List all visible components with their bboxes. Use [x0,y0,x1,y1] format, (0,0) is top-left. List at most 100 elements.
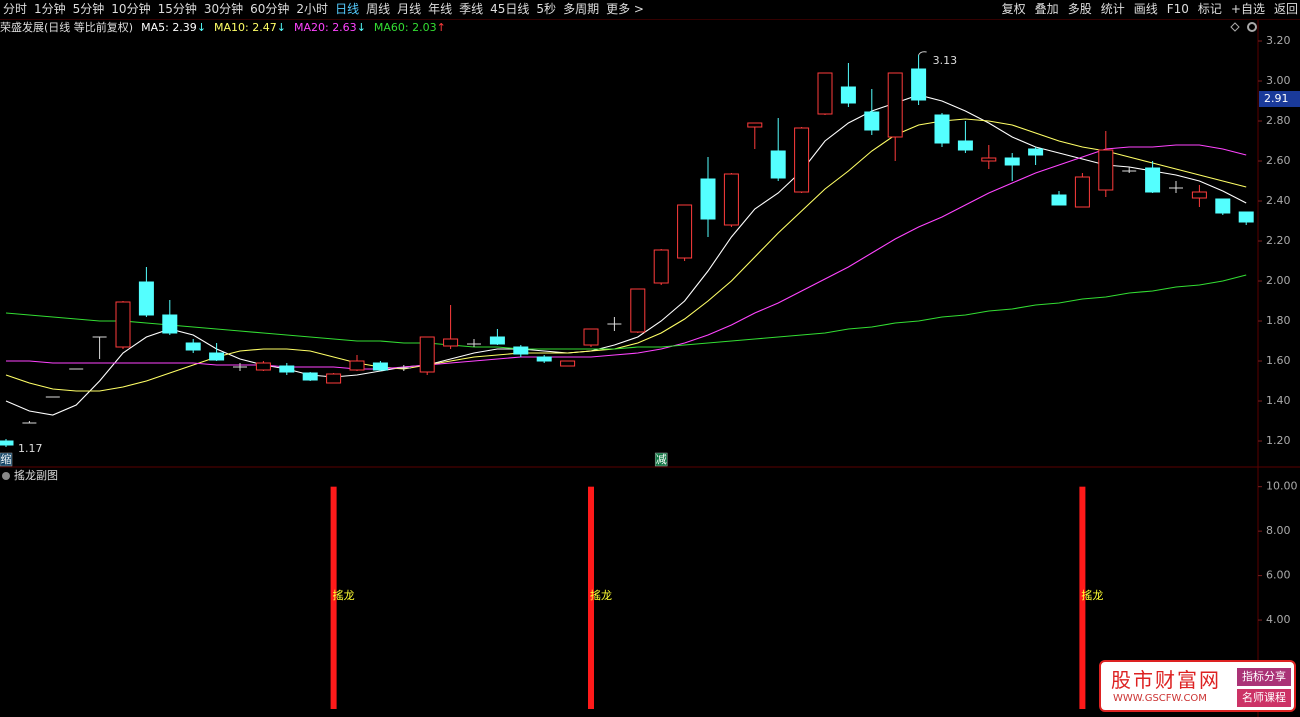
candle-body [864,111,880,131]
period-tab[interactable]: 多周期 [563,2,600,16]
gear-icon[interactable] [1247,22,1257,32]
tool-button[interactable]: +自选 [1230,2,1265,16]
signal-bar [330,486,337,709]
ma-value: 2.63 [325,21,357,34]
candle-body [326,373,342,384]
collapse-icon[interactable] [2,472,10,480]
candle-body [1215,198,1231,214]
candle-body [255,362,271,371]
wm-tag: 名师课程 [1237,689,1291,707]
candle-body [700,178,716,220]
ma-line [5,94,1247,416]
y-tick-label: 1.20 [1266,434,1291,447]
candle-body [723,173,739,226]
tool-button[interactable]: F10 [1166,2,1189,16]
candle-body [1098,149,1114,191]
candle-body [1028,148,1044,156]
wm-url: WWW.GSCFW.COM [1113,693,1207,704]
marker-text: 缩 [1,453,12,466]
candle-body [0,440,14,446]
period-tabs: 分时 1分钟 5分钟 10分钟 15分钟 30分钟 60分钟 2小时 日线 周线 月线 年线 季线 45日… [3,0,644,19]
candle-body [1145,167,1161,193]
ma-legend: MA602.03↑ [374,20,446,36]
tool-button[interactable]: 复权 [1001,2,1026,16]
candle-body [560,360,576,367]
tool-button[interactable]: 标记 [1197,2,1222,16]
candle-body [1051,194,1067,206]
signal-label: 搖龙 [333,589,355,602]
y-tick-label: 1.40 [1266,394,1291,407]
tool-button[interactable]: 画线 [1133,2,1158,16]
candle-body [1238,211,1254,223]
period-tab[interactable]: 1分钟 [34,2,66,16]
period-tab[interactable]: 5秒 [536,2,557,16]
period-tab[interactable]: 15分钟 [157,2,197,16]
marker-text: 减 [656,453,667,466]
candle-body [115,301,131,348]
period-tab[interactable]: 分时 [3,2,28,16]
candle-body [653,249,669,284]
period-tab[interactable]: 5分钟 [72,2,105,16]
period-tab[interactable]: 2小时 [296,2,329,16]
high-label: 3.13 [933,54,958,67]
candle-body [138,281,154,316]
signal-label: 搖龙 [590,589,612,602]
period-tab[interactable]: 60分钟 [250,2,290,16]
tool-button[interactable]: 多股 [1067,2,1092,16]
toolbar: 分时 1分钟 5分钟 10分钟 15分钟 30分钟 60分钟 2小时 日线 周线 月线 年线 季线 45日… [0,0,1300,20]
y-tick-label: 3.20 [1266,34,1291,47]
candle-body [677,204,693,259]
period-tab[interactable]: 30分钟 [203,2,244,16]
y-tick-label: 2.80 [1266,114,1291,127]
ma-name: MA5 [141,21,166,34]
period-tab[interactable]: 更多 > [606,2,644,16]
sub-y-tick-label: 4.00 [1266,613,1291,626]
candle-body [209,352,225,361]
period-tab[interactable]: 45日线 [490,2,530,16]
y-tick-label: 2.20 [1266,234,1291,247]
candle-body [1191,191,1207,199]
ma-legend: MA102.47↓ [214,20,286,36]
candle-body [349,360,365,371]
price-label: 2.91 [1264,92,1289,105]
sub-title: 搖龙副图 [14,469,58,482]
tool-button[interactable]: 统计 [1100,2,1125,16]
marker-box [654,452,668,467]
sub-y-tick-label: 8.00 [1266,524,1291,537]
ma-name: MA60 [373,21,405,34]
candle-body [489,336,505,345]
candle-body [957,140,973,151]
diamond-icon[interactable] [1230,22,1240,32]
y-tick-label: 3.00 [1266,74,1291,87]
candle-body [981,157,997,162]
tool-button[interactable]: 叠加 [1034,2,1059,16]
signal-bar [588,486,594,709]
candle-body [279,365,295,373]
period-tab[interactable]: 月线 [397,2,422,16]
marker-box [0,452,13,467]
candle-body [840,86,856,104]
ma-line [6,144,1247,370]
candle-body [302,372,318,381]
period-tab[interactable]: 年线 [428,2,453,16]
y-tick-label: 1.60 [1266,354,1291,367]
candle-body [372,362,388,371]
period-tab[interactable]: 周线 [366,2,391,16]
candle-body [162,314,178,334]
candle-body [794,127,810,193]
candle-body [513,346,529,355]
candle-body [911,68,927,101]
header: 荣盛发展(日线 等比前复权)MA52.39↓MA102.47↓MA202.63↓… [0,20,446,36]
ma-trend: ↓ [196,21,207,34]
period-tab[interactable]: 10分钟 [111,2,151,16]
period-tab[interactable]: 日线 [335,2,360,16]
watermark: 股市财富网 WWW.GSCFW.COM 指标分享 名师课程 [1099,660,1296,712]
candle-body [887,72,903,138]
y-tick-label: 2.60 [1266,154,1291,167]
tool-button[interactable]: 返回 [1273,2,1298,16]
ma-value: 2.39 [165,21,197,34]
ma-trend: ↑ [436,21,446,34]
period-tab[interactable]: 季线 [459,2,484,16]
